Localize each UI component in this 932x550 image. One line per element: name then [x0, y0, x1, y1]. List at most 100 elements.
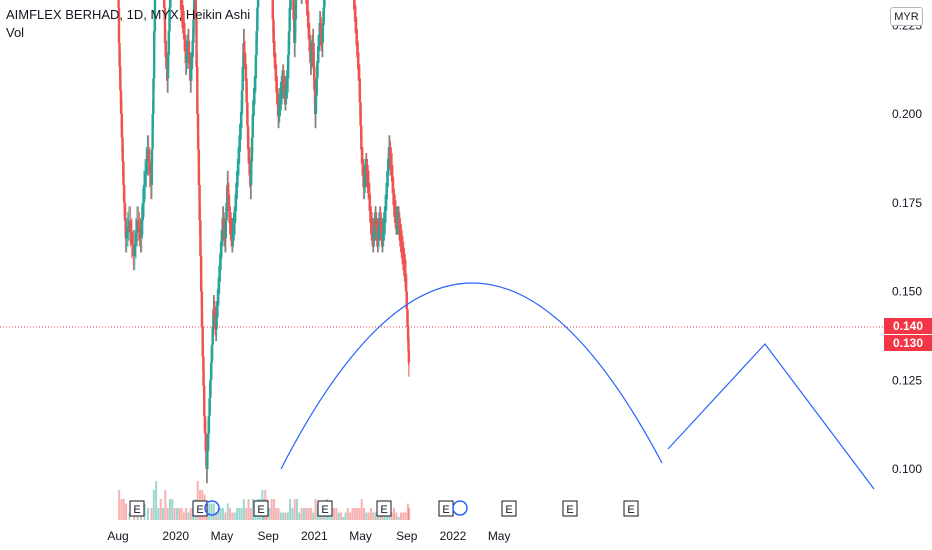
candle-body [152, 31, 156, 79]
x-tick-label: May [349, 529, 372, 543]
candle-body [389, 155, 392, 162]
volume-bar [291, 508, 294, 520]
candle-body [369, 208, 372, 221]
candle-body [397, 220, 401, 227]
y-tick-label: 0.125 [892, 373, 922, 387]
candle-body [294, 0, 298, 20]
candle-body [196, 114, 200, 150]
price-candles [117, 0, 411, 484]
candle-body [189, 66, 193, 79]
earnings-marker[interactable] [376, 500, 392, 517]
dividend-marker[interactable] [204, 500, 220, 516]
volume-bar [277, 508, 280, 520]
candle-body [186, 48, 189, 55]
earnings-marker[interactable] [317, 500, 333, 517]
candle-body [308, 37, 311, 49]
volume-bar [402, 512, 405, 520]
candle-body [289, 0, 292, 8]
candle-body [153, 0, 157, 32]
earnings-marker[interactable] [501, 500, 517, 517]
candle-body [132, 244, 135, 256]
earnings-marker[interactable] [253, 500, 269, 517]
candle-body [238, 137, 241, 150]
candle-body [253, 78, 257, 91]
volume-bar [309, 508, 312, 520]
volume-bar [279, 512, 282, 520]
earnings-marker[interactable] [623, 500, 639, 517]
earnings-marker[interactable] [129, 500, 145, 517]
candle-body [363, 179, 366, 185]
candle-body [245, 78, 248, 103]
candle-body [315, 78, 318, 97]
candle-body [244, 66, 248, 79]
volume-bar [143, 503, 146, 520]
volume-bar [219, 508, 222, 520]
volume-bar [351, 508, 354, 520]
time-axis[interactable]: Aug 2020 May Sep 2021 May Sep 2022 May [107, 529, 510, 543]
candle-body [191, 43, 194, 55]
x-tick-label: Sep [396, 529, 418, 543]
volume-bar [235, 508, 238, 520]
candle-body [133, 244, 136, 256]
candle-body [375, 226, 378, 233]
candle-body [317, 37, 321, 49]
candle-body [250, 161, 253, 185]
projection-zigzag-drawing[interactable] [667, 343, 875, 490]
earnings-marker[interactable] [562, 500, 578, 517]
volume-bar [353, 508, 356, 520]
y-tick-label: 0.150 [892, 285, 922, 299]
candle-body [122, 161, 125, 185]
candle-body [201, 327, 204, 357]
candle-body [254, 54, 258, 79]
candle-body [319, 25, 322, 32]
candle-body [255, 31, 258, 55]
candle-body [181, 13, 184, 20]
volume-bar [302, 508, 305, 520]
earnings-marker[interactable] [192, 500, 208, 517]
volume-bar [238, 508, 241, 520]
candle-body [381, 232, 385, 239]
candle-body [248, 161, 251, 174]
volume-bar [307, 508, 310, 520]
candle-body [117, 7, 121, 43]
earnings-marker-letter: E [196, 504, 203, 516]
candle-body [166, 54, 170, 79]
volume-bar [270, 499, 273, 520]
candle-body [368, 196, 371, 209]
candle-body [218, 267, 221, 280]
dividend-marker[interactable] [452, 500, 468, 516]
candle-body [203, 415, 207, 434]
candle-body [287, 31, 291, 55]
candle-body [207, 415, 211, 434]
rounded-top-arc-drawing[interactable] [280, 282, 663, 470]
currency-badge[interactable]: MYR [890, 7, 923, 26]
candle-body [404, 273, 408, 292]
candle-body [138, 226, 141, 233]
candle-body [204, 433, 207, 452]
candle-body [407, 350, 411, 363]
candle-body [193, 0, 196, 20]
candle-body [185, 54, 188, 61]
candle-body [196, 66, 199, 114]
volume-bar [212, 503, 215, 520]
candle-body [145, 161, 148, 174]
volume-bar [365, 512, 368, 520]
candle-body [199, 220, 202, 256]
volume-bar [252, 499, 255, 520]
candle-body [147, 149, 150, 162]
volume-bar [367, 512, 370, 520]
volume-bar [300, 508, 303, 520]
y-tick-label: 0.175 [892, 196, 922, 210]
volume-bar [395, 512, 398, 520]
candle-body [400, 244, 404, 251]
y-tick-label: 0.100 [892, 462, 922, 476]
volume-bar [147, 508, 150, 520]
candle-body [377, 226, 381, 233]
candle-body [247, 149, 251, 162]
candle-body [286, 78, 289, 85]
candle-body [120, 114, 124, 138]
candle-body [228, 208, 231, 221]
